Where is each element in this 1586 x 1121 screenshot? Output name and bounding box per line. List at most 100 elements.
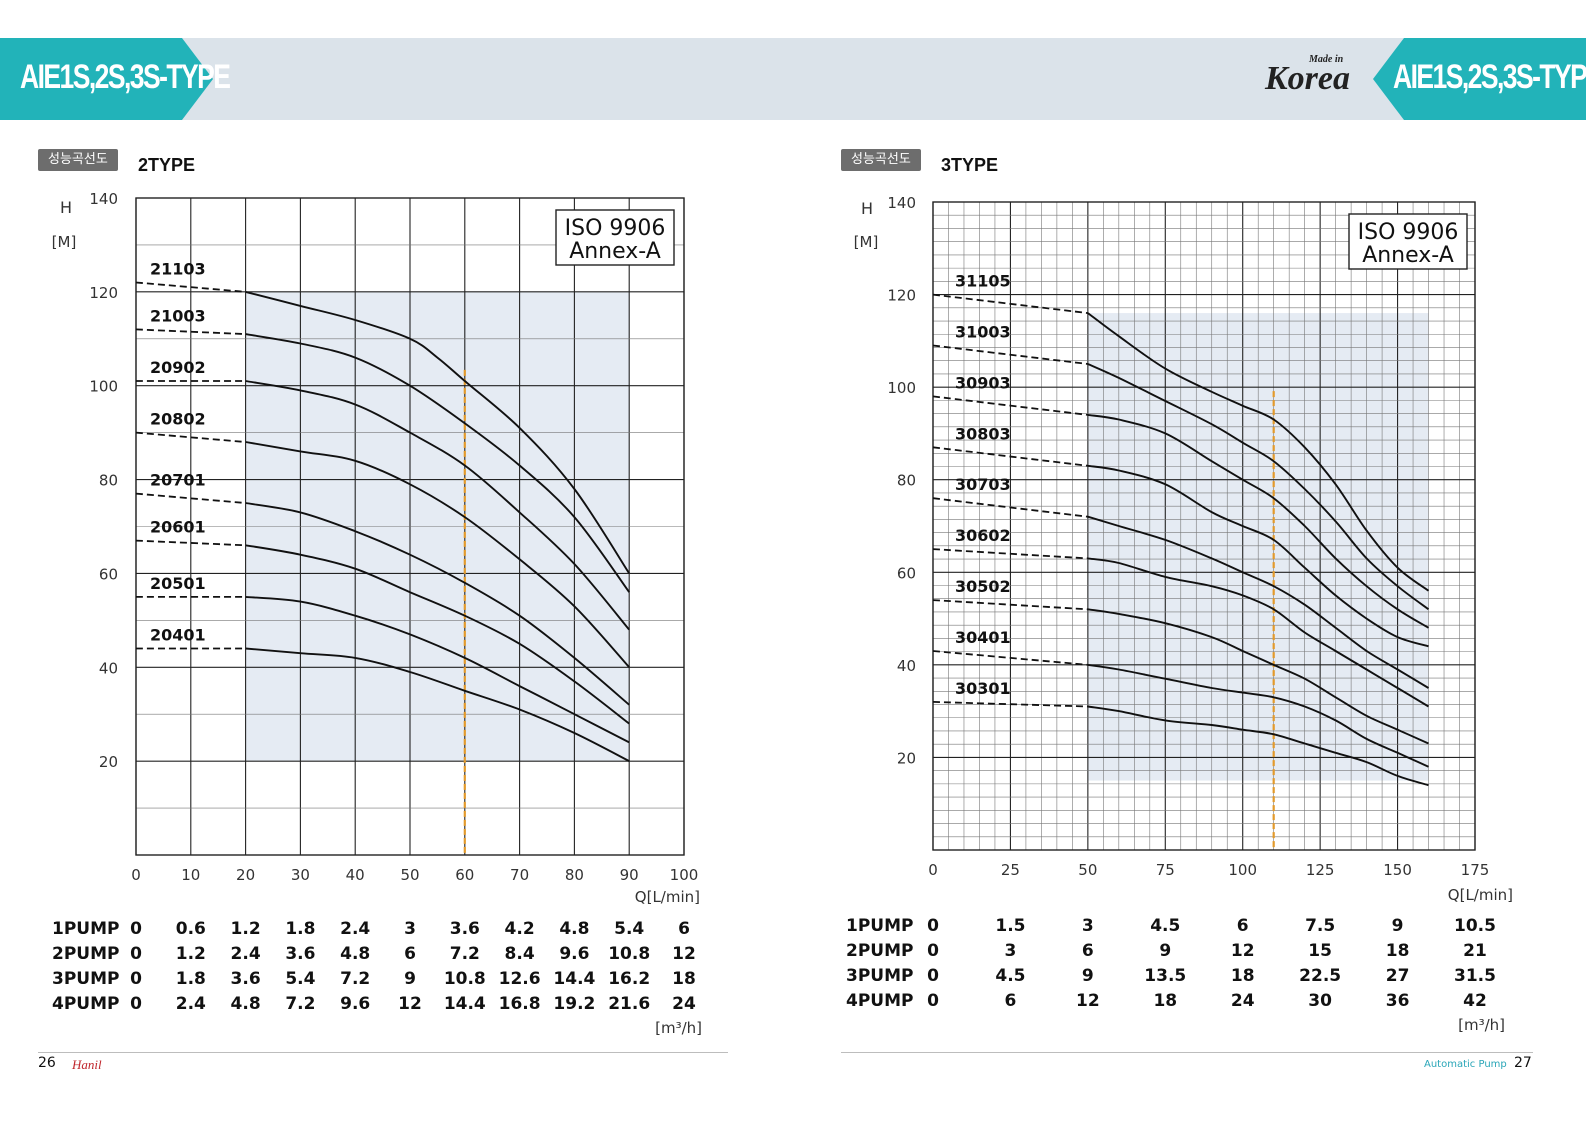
chart1-plot-frame — [135, 197, 685, 856]
chart1-x-tick-label: 60 — [455, 866, 474, 884]
chart1-table-cell: 14.4 — [553, 969, 595, 989]
chart1-x-tick-label: 10 — [181, 866, 200, 884]
chart1-table-cell: 19.2 — [553, 994, 595, 1014]
chart2-series-31105-curve — [1087, 312, 1430, 592]
chart2-table-cell: 0 — [927, 941, 939, 961]
chart2-table-cell: 18 — [1231, 966, 1255, 986]
chart2-table-cell: 10.5 — [1454, 916, 1496, 936]
chart2-flow-unit: [m³/h] — [1458, 1016, 1505, 1034]
chart1-x-tick-label: 80 — [565, 866, 584, 884]
chart2-iso-box — [1348, 213, 1468, 270]
chart1-iso-box — [555, 209, 675, 266]
chart1-series-label: 20902 — [150, 358, 206, 377]
chart1-table-cell: 8.4 — [505, 944, 535, 964]
chart1-table-cell: 0 — [130, 944, 142, 964]
logo-word: Korea — [1265, 60, 1350, 97]
chart1-table-cell: 9.6 — [340, 994, 370, 1014]
chart2-series-30903-shutoff — [932, 395, 1089, 416]
chart2-series-30301-curve — [1087, 705, 1429, 787]
chart2-table-cell: 42 — [1463, 991, 1487, 1011]
chart2-iso-annex: Annex-A — [1362, 243, 1454, 268]
chart2-x-axis-label: Q[L/min] — [1448, 886, 1513, 904]
chart2-table-row-label: 3PUMP — [846, 966, 913, 986]
chart1-series-label: 20601 — [150, 518, 206, 537]
chart2-table-cell: 9 — [1082, 966, 1094, 986]
chart1-x-tick-label: 50 — [400, 866, 419, 884]
chart2-table-cell: 9 — [1159, 941, 1171, 961]
chart2-y-tick-label: 60 — [897, 564, 916, 582]
type-tab-left-label: AIE1S,2S,3S-TYPE — [20, 58, 231, 96]
chart2-y-axis-label: H — [861, 199, 873, 218]
chart1-series-20802-shutoff — [135, 431, 246, 443]
chart1-table-cell: 21.6 — [608, 994, 650, 1014]
chart1-x-tick-label: 100 — [670, 866, 699, 884]
chart2-y-axis-unit: [M] — [854, 233, 879, 251]
chart2-x-tick-label: 75 — [1156, 861, 1175, 879]
chart1-series-label: 21003 — [150, 306, 206, 325]
chart1-table-cell: 1.8 — [176, 969, 206, 989]
chart2-series-31105-shutoff — [932, 293, 1089, 314]
chart2-table-row-label: 2PUMP — [846, 941, 913, 961]
chart2-iso-standard: ISO 9906 — [1358, 220, 1459, 245]
chart2-series-label: 30703 — [955, 475, 1011, 494]
chart2-table-cell: 12 — [1076, 991, 1100, 1011]
footer-section-label: Automatic Pump — [1424, 1059, 1507, 1070]
chart1-table-cell: 5.4 — [614, 919, 644, 939]
chart1-series-20601-curve — [245, 544, 630, 725]
chart2-x-tick-label: 0 — [928, 861, 938, 879]
chart2-series-30502-curve — [1087, 608, 1429, 745]
chart2-y-tick-label: 80 — [897, 472, 916, 490]
chart1-series-20601-shutoff — [135, 539, 246, 547]
chart1-series-20401-curve — [245, 647, 630, 762]
chart1-y-tick-label: 100 — [89, 378, 118, 396]
chart1-iso-standard: ISO 9906 — [565, 216, 666, 241]
chart2-series-label: 30803 — [955, 424, 1011, 443]
chart1-flow-unit: [m³/h] — [655, 1019, 702, 1037]
chart1-table-cell: 2.4 — [340, 919, 370, 939]
chart2-table-cell: 6 — [1082, 941, 1094, 961]
chart1-table-cell: 0 — [130, 969, 142, 989]
chart1-table-cell: 4.8 — [559, 919, 589, 939]
chart2-x-tick-label: 125 — [1306, 861, 1335, 879]
chart2-series-label: 30401 — [955, 628, 1011, 647]
chart2-y-tick-label: 120 — [887, 287, 916, 305]
chart2-table-cell: 4.5 — [995, 966, 1025, 986]
chart1-table-cell: 3 — [404, 919, 416, 939]
chart1-y-axis-label: H — [60, 198, 72, 217]
chart2-table-cell: 6 — [1237, 916, 1249, 936]
chart1-x-tick-label: 30 — [291, 866, 310, 884]
chart1-table-row-label: 3PUMP — [52, 969, 119, 989]
chart2-series-30602-curve — [1087, 557, 1429, 708]
chart1-table-cell: 1.8 — [285, 919, 315, 939]
chart2-table-cell: 3 — [1082, 916, 1094, 936]
chart2-table-cell: 0 — [927, 916, 939, 936]
chart2-table-cell: 12 — [1231, 941, 1255, 961]
chart1-series-20802-curve — [245, 441, 630, 668]
chart2-x-tick-label: 25 — [1001, 861, 1020, 879]
chart1-table-cell: 16.2 — [608, 969, 650, 989]
chart2-table-cell: 18 — [1386, 941, 1410, 961]
chart2-series-30301-shutoff — [932, 701, 1088, 708]
chart1-table-cell: 2.4 — [176, 994, 206, 1014]
chart1-table-cell: 12 — [672, 944, 696, 964]
chart1-table-cell: 10.8 — [444, 969, 486, 989]
chart1-x-tick-label: 20 — [236, 866, 255, 884]
chart2-series-31003-shutoff — [932, 344, 1089, 365]
footer-rule-left — [38, 1052, 728, 1053]
chart1-series-20902-curve — [245, 380, 630, 631]
chart1-table-cell: 6 — [404, 944, 416, 964]
chart1-series-20701-shutoff — [135, 492, 246, 504]
chart1-series-21003-shutoff — [135, 328, 246, 335]
chart1-table-cell: 4.2 — [505, 919, 535, 939]
chart2-plot-frame — [932, 201, 1476, 851]
chart1-x-tick-label: 0 — [131, 866, 141, 884]
chart1-table-cell: 0.6 — [176, 919, 206, 939]
type-tab-right-label: AIE1S,2S,3S-TYPE — [1393, 58, 1586, 96]
page-number-left: 26 — [38, 1055, 56, 1071]
chart2-series-30903-curve — [1087, 413, 1429, 629]
page-number-right: 27 — [1514, 1055, 1532, 1071]
chart2-table-cell: 1.5 — [995, 916, 1025, 936]
chart2-x-tick-label: 50 — [1078, 861, 1097, 879]
chart1-table-cell: 12.6 — [499, 969, 541, 989]
